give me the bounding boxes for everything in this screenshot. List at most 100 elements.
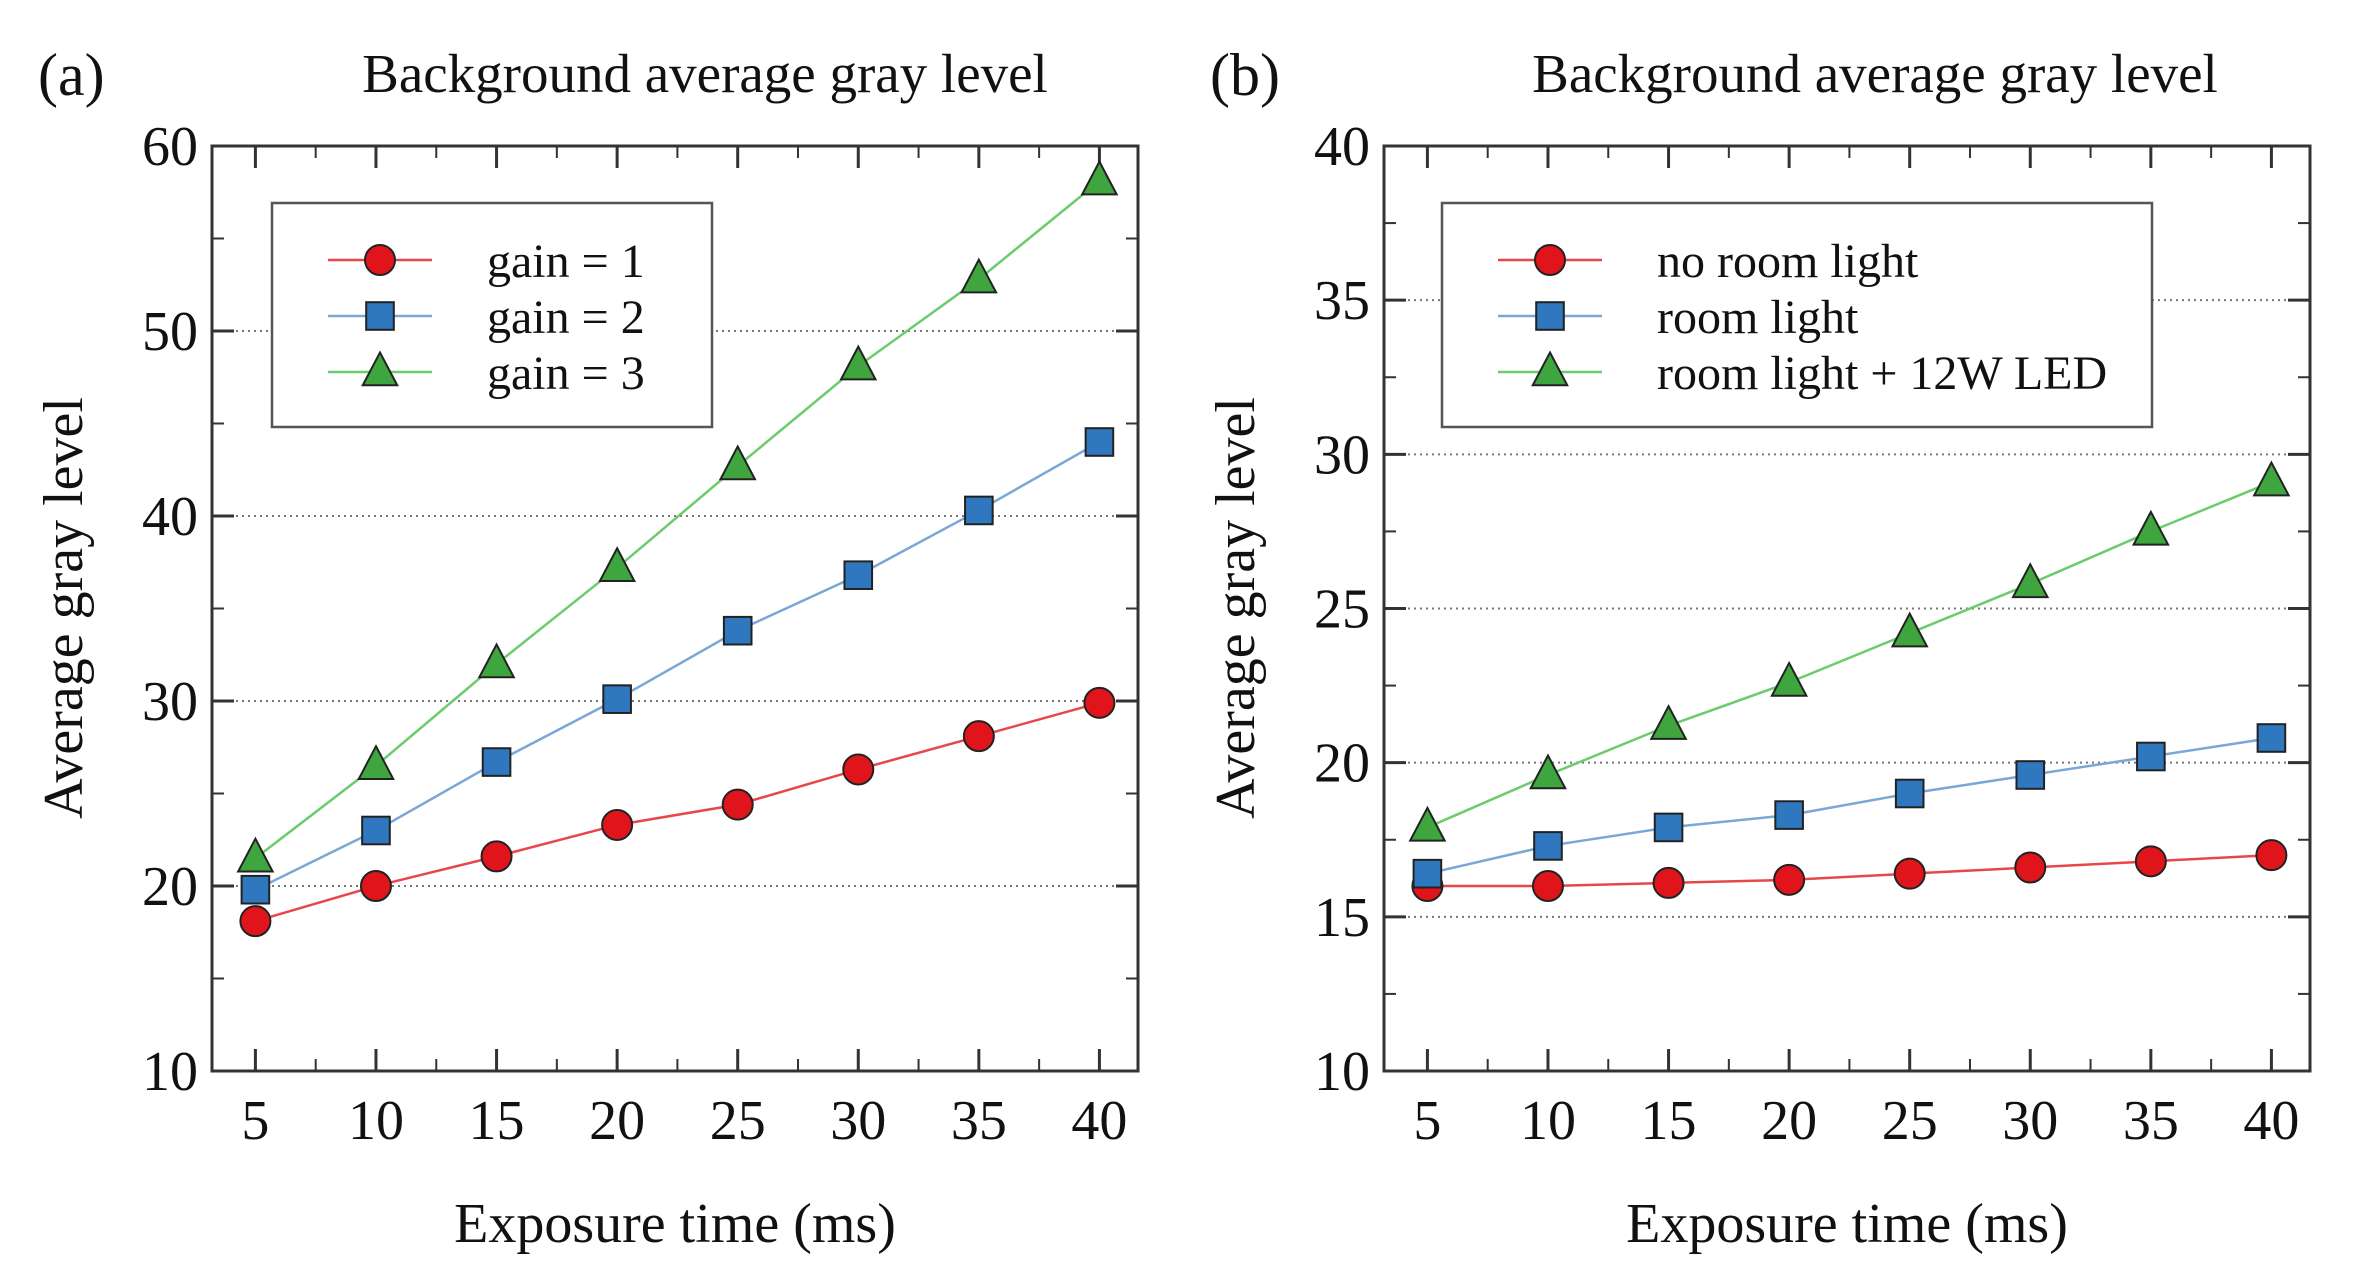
y-tick-label: 30 (1314, 424, 1370, 486)
legend-label: no room light (1657, 235, 1919, 288)
x-axis-label-b: Exposure time (ms) (1626, 1193, 2068, 1255)
legend-label: room light (1657, 291, 1859, 344)
x-tick-label: 15 (469, 1090, 525, 1152)
data-point-triangle (718, 444, 757, 481)
legend-label: gain = 2 (487, 291, 645, 344)
data-point-triangle (1649, 703, 1688, 740)
data-point-circle (1531, 870, 1564, 902)
data-point-triangle (959, 257, 998, 294)
y-tick-label: 25 (1314, 579, 1370, 641)
data-point-circle (1652, 866, 1685, 899)
x-tick-label: 25 (710, 1090, 766, 1152)
data-point-square (964, 495, 994, 526)
y-tick-label: 10 (1314, 1041, 1370, 1103)
panel-label-a: (a) (38, 42, 105, 108)
x-tick-label: 35 (951, 1090, 1007, 1152)
x-tick-label: 10 (1520, 1090, 1576, 1152)
data-point-triangle (2011, 562, 2050, 599)
y-tick-label: 35 (1314, 270, 1370, 332)
data-point-square (722, 615, 753, 646)
panel-a: (a) Background average gray level 10 20 30… (33, 42, 1140, 1255)
y-tick-label: 15 (1314, 887, 1370, 949)
data-point-triangle (839, 344, 878, 381)
y-tick-label: 20 (1314, 733, 1370, 795)
data-point-circle (480, 840, 513, 873)
data-point-square (1084, 427, 1115, 457)
data-point-triangle (357, 744, 395, 780)
legend-marker-circle (1534, 244, 1566, 276)
series-line-2 (1427, 736, 2272, 875)
x-tick-label: 10 (348, 1090, 404, 1152)
legend-marker-square (1535, 301, 1565, 331)
y-axis-label-a: Average gray level (33, 397, 95, 819)
y-tick-label: 60 (142, 116, 198, 178)
data-point-triangle (1890, 611, 1929, 648)
y-tick-label: 40 (1314, 116, 1370, 178)
x-tick-label: 40 (1071, 1090, 1127, 1152)
x-tick-label: 20 (1761, 1090, 1817, 1152)
data-point-circle (721, 788, 754, 821)
legend-label: gain = 1 (487, 235, 645, 288)
data-point-square (1774, 800, 1804, 830)
legend-marker-triangle (361, 350, 399, 387)
legend-marker-circle (364, 244, 396, 276)
data-point-triangle (236, 836, 275, 873)
data-point-triangle (2131, 509, 2170, 546)
series-line-2 (254, 440, 1101, 891)
data-point-circle (2255, 839, 2288, 872)
y-tick-label: 20 (142, 856, 198, 918)
y-tick-label: 50 (142, 301, 198, 363)
y-tick-label: 10 (142, 1041, 198, 1103)
legend-label: room light + 12W LED (1657, 347, 2107, 400)
data-point-triangle (1529, 753, 1567, 790)
y-tick-label: 30 (142, 671, 198, 733)
data-point-square (602, 684, 632, 714)
data-point-square (2015, 760, 2046, 790)
x-tick-label: 35 (2123, 1090, 2179, 1152)
x-tick-label: 25 (1882, 1090, 1938, 1152)
data-point-circle (2134, 845, 2167, 878)
data-point-square (1653, 812, 1684, 843)
panel-b: (b) Background average gray level 10 15 20… (1205, 42, 2312, 1255)
y-axis-label-b: Average gray level (1205, 397, 1267, 819)
data-point-square (1412, 858, 1443, 889)
data-point-circle (601, 808, 634, 841)
x-tick-label: 20 (589, 1090, 645, 1152)
x-tick-label: 5 (1413, 1090, 1441, 1152)
x-tick-label: 40 (2243, 1090, 2299, 1152)
data-point-circle (2014, 851, 2047, 884)
data-point-triangle (2252, 460, 2291, 497)
data-point-square (2256, 723, 2287, 753)
x-tick-label: 30 (2002, 1090, 2058, 1152)
x-tick-label: 15 (1641, 1090, 1697, 1152)
chart-title-a: Background average gray level (362, 43, 1048, 104)
data-point-square (1533, 831, 1563, 861)
legend-label: gain = 3 (487, 347, 645, 400)
data-point-circle (1893, 857, 1926, 890)
data-point-square (2136, 741, 2166, 772)
data-point-circle (239, 905, 272, 938)
data-point-circle (1773, 863, 1806, 896)
data-point-square (481, 747, 512, 777)
x-axis-label-a: Exposure time (ms) (454, 1193, 896, 1255)
x-tick-label: 30 (830, 1090, 886, 1152)
series-line-3 (254, 180, 1101, 860)
data-point-triangle (477, 642, 516, 679)
data-point-triangle (1770, 660, 1809, 697)
data-point-square (240, 874, 271, 905)
series-line-1 (1427, 853, 2272, 888)
x-tick-label: 5 (241, 1090, 269, 1152)
data-point-circle (359, 870, 392, 902)
data-point-square (843, 560, 874, 591)
y-tick-label: 40 (142, 486, 198, 548)
data-point-circle (962, 720, 995, 753)
legend-marker-triangle (1531, 350, 1569, 387)
chart-title-b: Background average gray level (1532, 43, 2218, 104)
data-point-circle (1083, 686, 1116, 719)
data-point-square (361, 815, 391, 846)
data-point-triangle (1408, 805, 1447, 842)
data-point-triangle (598, 546, 637, 583)
